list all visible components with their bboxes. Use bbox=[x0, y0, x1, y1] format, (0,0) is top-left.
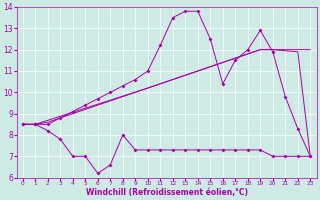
X-axis label: Windchill (Refroidissement éolien,°C): Windchill (Refroidissement éolien,°C) bbox=[85, 188, 248, 197]
